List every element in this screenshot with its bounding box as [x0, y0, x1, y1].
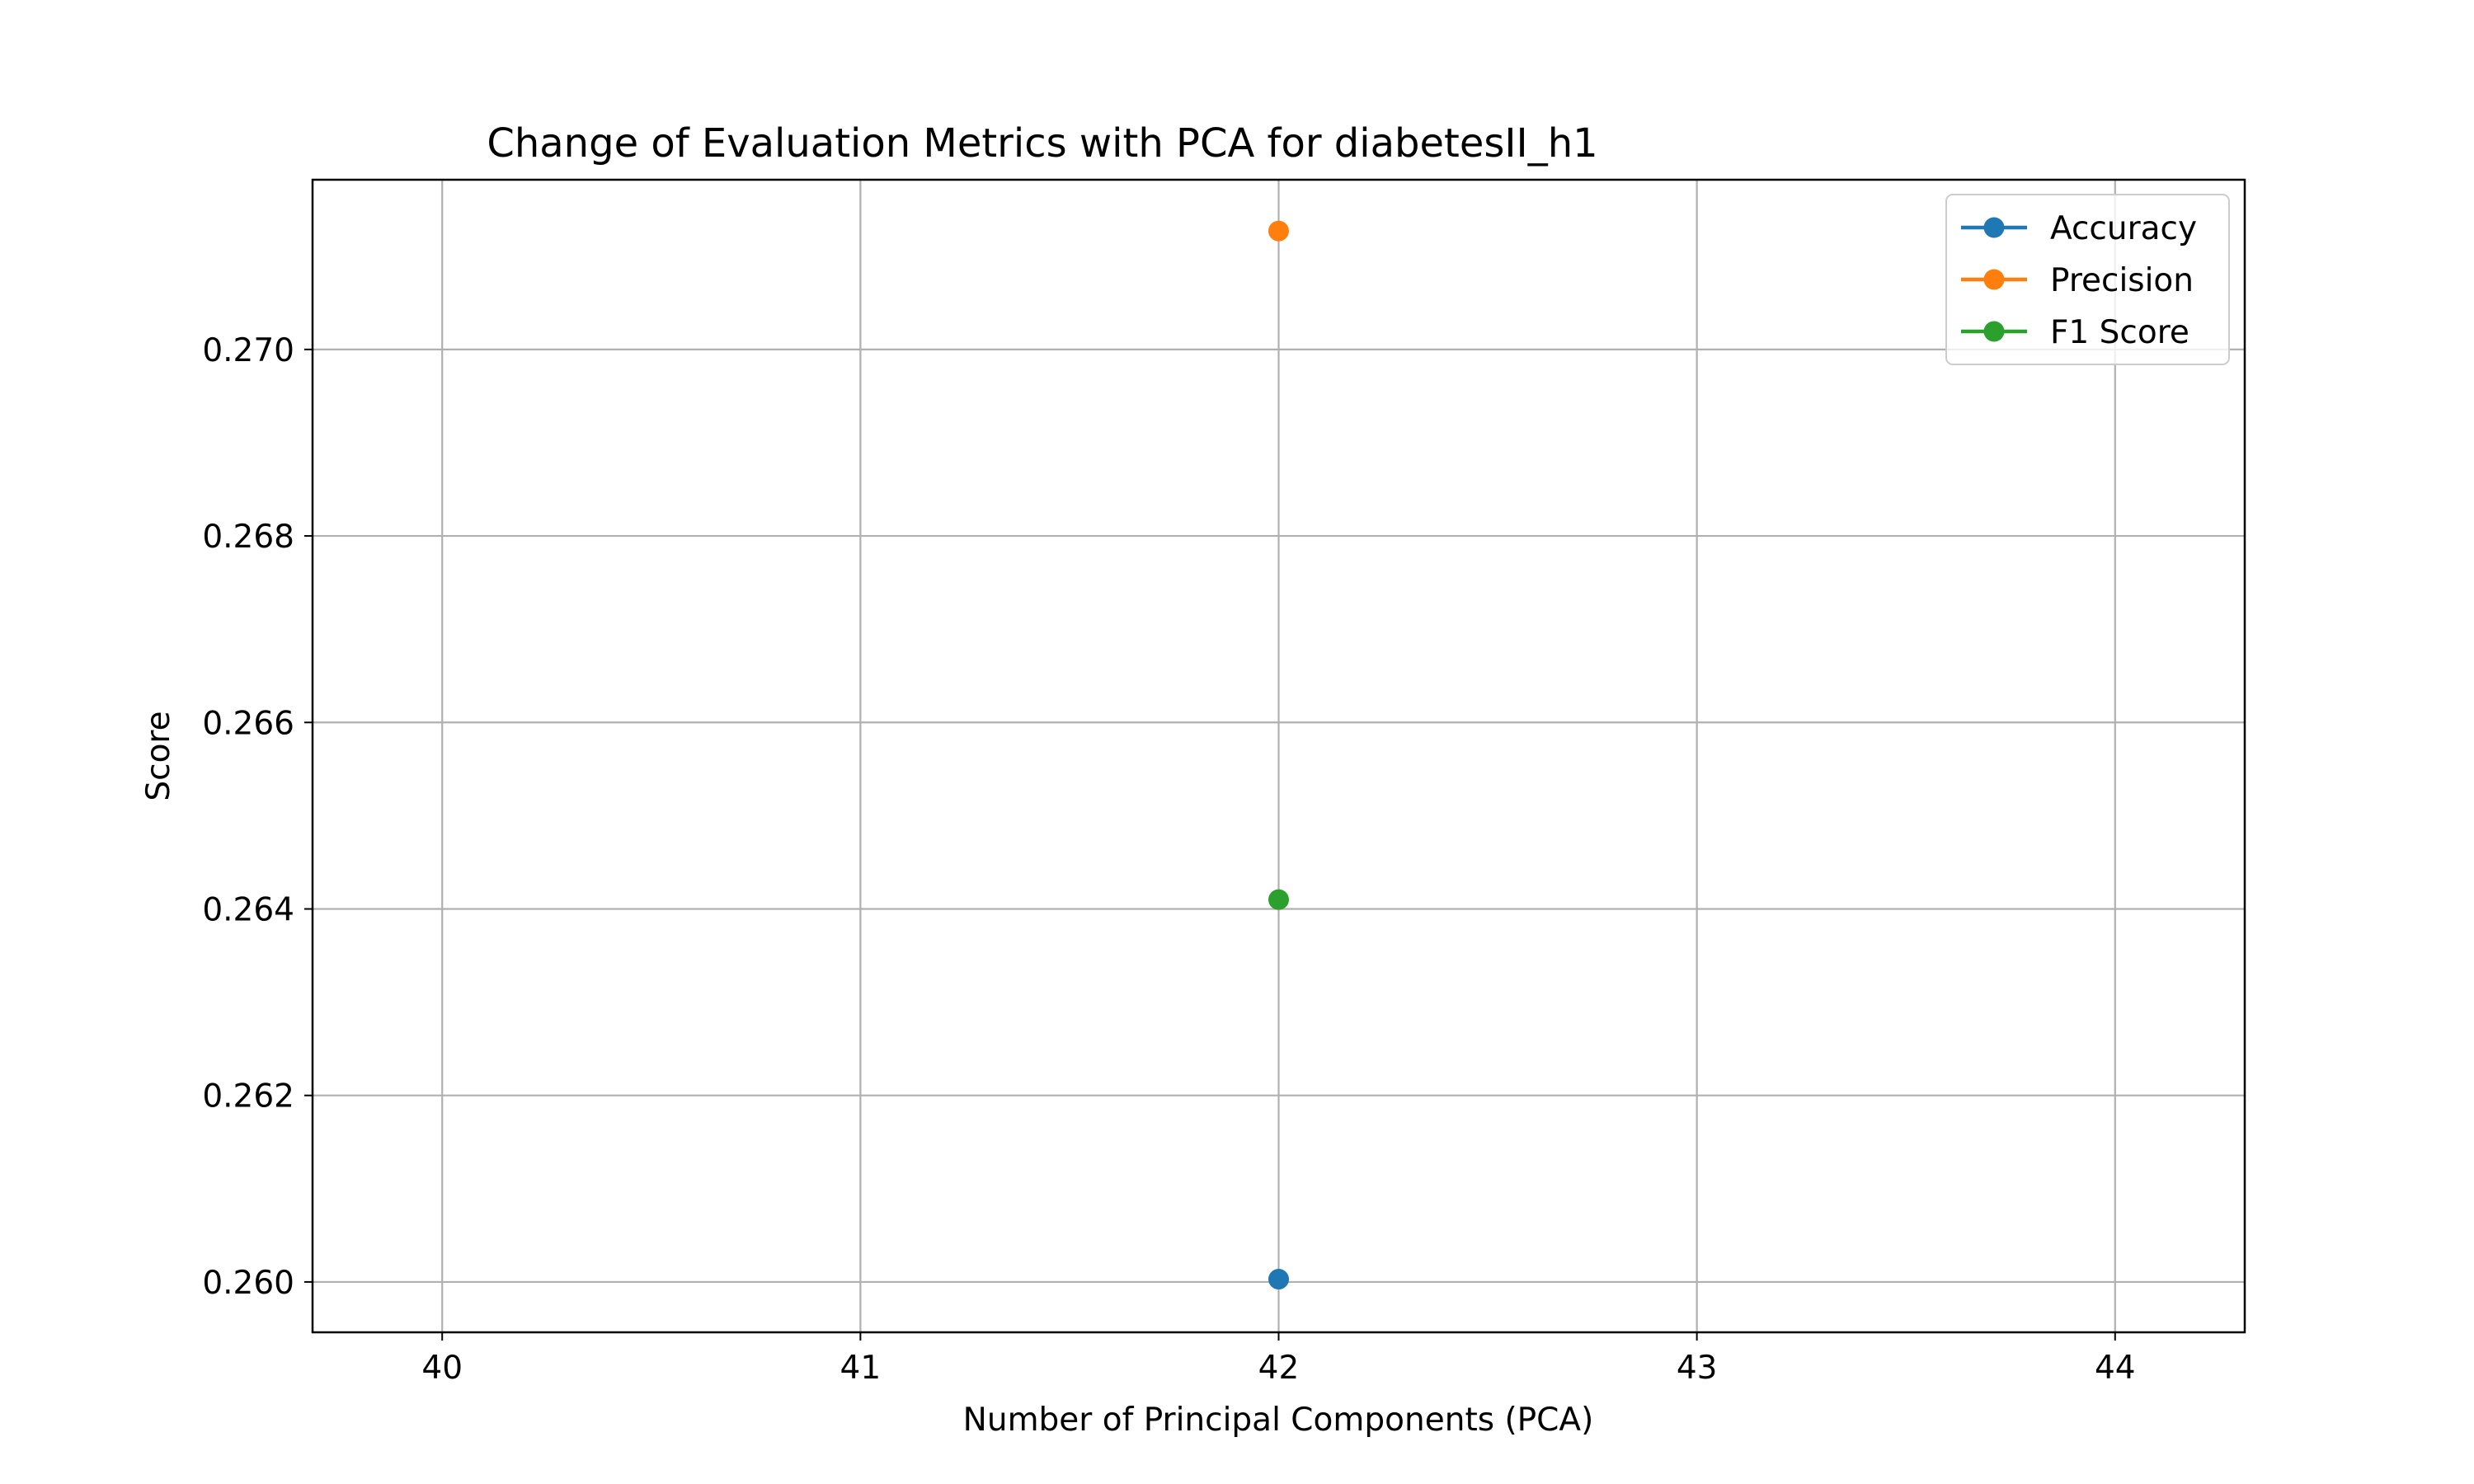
grid-lines — [313, 180, 2245, 1332]
series-precision — [1268, 220, 1289, 242]
x-tick-label: 41 — [840, 1350, 882, 1387]
y-tick-label: 0.264 — [202, 891, 294, 928]
data-point — [1268, 889, 1289, 910]
y-tick-label: 0.270 — [202, 332, 294, 369]
x-tick-label: 42 — [1258, 1350, 1300, 1387]
x-tick-label: 43 — [1677, 1350, 1718, 1387]
series-f1-score — [1268, 889, 1289, 910]
legend-label: F1 Score — [2050, 314, 2189, 351]
x-tick-label: 44 — [2095, 1350, 2136, 1387]
series-layer — [1268, 220, 1289, 1290]
legend-box — [1945, 194, 2230, 365]
legend-marker — [1983, 217, 2005, 238]
y-axis: 0.260 0.262 0.264 0.266 0.268 0.270 — [202, 332, 313, 1302]
series-accuracy — [1268, 1269, 1289, 1290]
legend-label: Accuracy — [2050, 210, 2197, 247]
legend-marker — [1983, 321, 2005, 342]
y-tick-label: 0.262 — [202, 1078, 294, 1115]
legend-label: Precision — [2050, 262, 2194, 299]
y-tick-label: 0.266 — [202, 705, 294, 742]
legend-item-precision: Precision — [1961, 262, 2194, 299]
y-tick-label: 0.268 — [202, 519, 294, 556]
y-axis-label: Score — [140, 711, 177, 801]
legend-item-accuracy: Accuracy — [1961, 210, 2197, 247]
data-point — [1268, 1269, 1289, 1290]
x-axis-label: Number of Principal Components (PCA) — [963, 1402, 1594, 1439]
x-axis: 40 41 42 43 44 — [421, 1332, 2136, 1387]
legend: Accuracy Precision F1 Score — [1945, 194, 2230, 365]
legend-item-f1-score: F1 Score — [1961, 314, 2189, 351]
y-tick-label: 0.260 — [202, 1265, 294, 1302]
data-point — [1268, 220, 1289, 242]
x-tick-label: 40 — [421, 1350, 463, 1387]
legend-marker — [1983, 269, 2005, 290]
chart-title: Change of Evaluation Metrics with PCA fo… — [487, 120, 1597, 167]
